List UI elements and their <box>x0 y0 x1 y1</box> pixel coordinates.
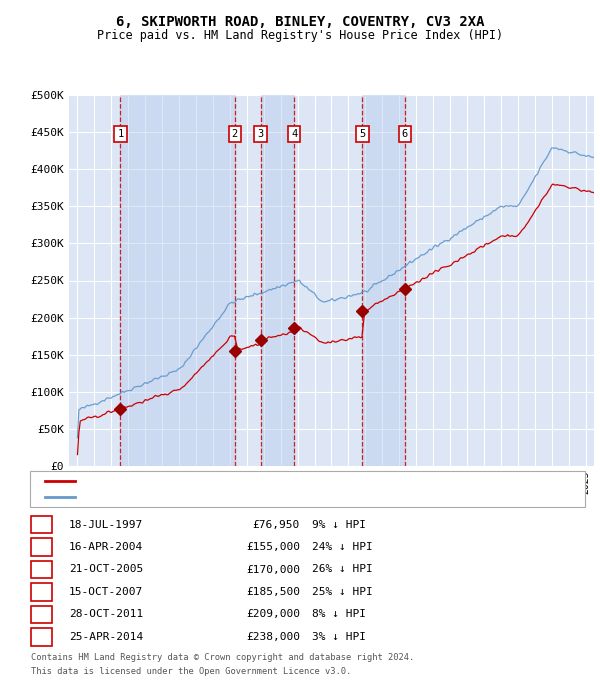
Text: 9% ↓ HPI: 9% ↓ HPI <box>312 520 366 530</box>
Text: 6, SKIPWORTH ROAD, BINLEY, COVENTRY, CV3 2XA: 6, SKIPWORTH ROAD, BINLEY, COVENTRY, CV3… <box>116 15 484 29</box>
Bar <box>260 95 294 466</box>
Text: 4: 4 <box>291 129 297 139</box>
Text: Contains HM Land Registry data © Crown copyright and database right 2024.: Contains HM Land Registry data © Crown c… <box>31 653 415 662</box>
Text: 1: 1 <box>118 129 124 139</box>
Text: 25-APR-2014: 25-APR-2014 <box>69 632 143 642</box>
Bar <box>362 95 404 466</box>
Text: 2: 2 <box>38 542 45 552</box>
Text: £155,000: £155,000 <box>246 542 300 552</box>
Text: 1: 1 <box>38 520 45 530</box>
Text: 6: 6 <box>401 129 408 139</box>
Text: 15-OCT-2007: 15-OCT-2007 <box>69 587 143 597</box>
Text: 28-OCT-2011: 28-OCT-2011 <box>69 609 143 619</box>
Text: 6: 6 <box>38 632 45 642</box>
Text: £238,000: £238,000 <box>246 632 300 642</box>
Text: 18-JUL-1997: 18-JUL-1997 <box>69 520 143 530</box>
Text: 16-APR-2004: 16-APR-2004 <box>69 542 143 552</box>
Text: £170,000: £170,000 <box>246 564 300 575</box>
Text: Price paid vs. HM Land Registry's House Price Index (HPI): Price paid vs. HM Land Registry's House … <box>97 29 503 42</box>
Text: 3: 3 <box>38 564 45 575</box>
Text: 3% ↓ HPI: 3% ↓ HPI <box>312 632 366 642</box>
Text: HPI: Average price, detached house, Coventry: HPI: Average price, detached house, Cove… <box>82 492 346 502</box>
Text: This data is licensed under the Open Government Licence v3.0.: This data is licensed under the Open Gov… <box>31 667 352 676</box>
Text: 6, SKIPWORTH ROAD, BINLEY, COVENTRY, CV3 2XA (detached house): 6, SKIPWORTH ROAD, BINLEY, COVENTRY, CV3… <box>82 476 448 486</box>
Text: 5: 5 <box>38 609 45 619</box>
Bar <box>121 95 235 466</box>
Text: £76,950: £76,950 <box>253 520 300 530</box>
Text: 8% ↓ HPI: 8% ↓ HPI <box>312 609 366 619</box>
Text: 21-OCT-2005: 21-OCT-2005 <box>69 564 143 575</box>
Text: 4: 4 <box>38 587 45 597</box>
Text: 24% ↓ HPI: 24% ↓ HPI <box>312 542 373 552</box>
Text: 5: 5 <box>359 129 365 139</box>
Text: £209,000: £209,000 <box>246 609 300 619</box>
Text: £185,500: £185,500 <box>246 587 300 597</box>
Text: 26% ↓ HPI: 26% ↓ HPI <box>312 564 373 575</box>
Text: 25% ↓ HPI: 25% ↓ HPI <box>312 587 373 597</box>
Text: 2: 2 <box>232 129 238 139</box>
Text: 3: 3 <box>257 129 263 139</box>
